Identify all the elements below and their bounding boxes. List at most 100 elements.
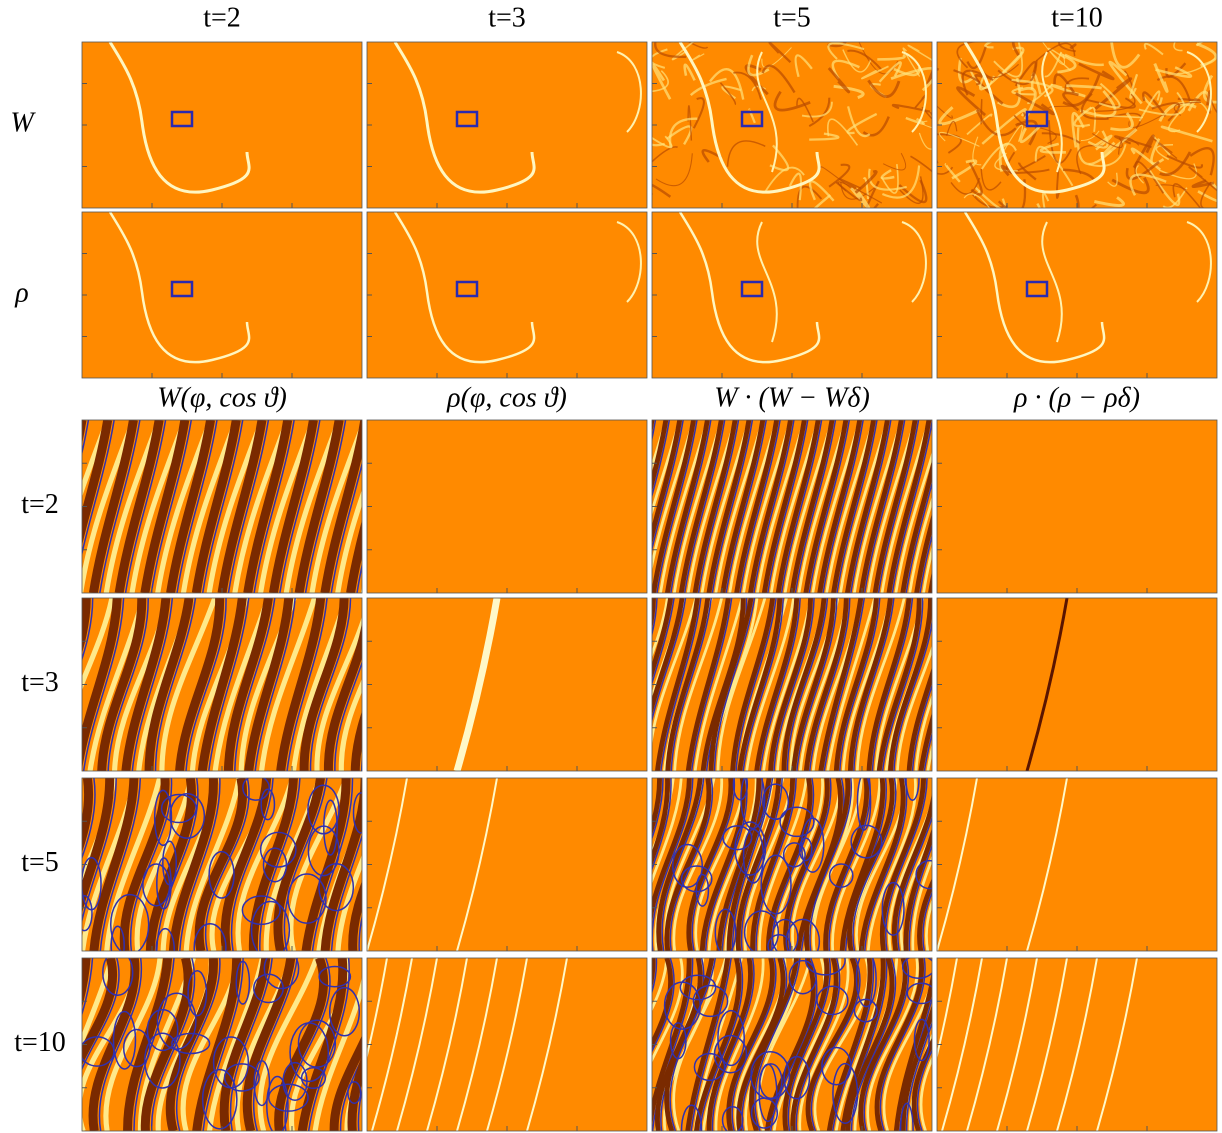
contour	[679, 974, 717, 1001]
contour	[144, 1032, 181, 1089]
contour	[836, 420, 878, 593]
texture	[692, 97, 705, 129]
texture	[1200, 181, 1217, 208]
panel-bg	[937, 778, 1217, 951]
contour	[230, 778, 274, 951]
filament	[393, 42, 536, 194]
contour	[919, 533, 932, 593]
contour	[82, 598, 125, 771]
trough	[737, 598, 783, 771]
texture	[944, 163, 961, 183]
trough	[766, 778, 813, 951]
panel	[937, 958, 1217, 1131]
texture	[1074, 194, 1080, 208]
contour	[670, 598, 712, 771]
contour	[923, 731, 932, 771]
filament	[426, 958, 468, 1131]
trough	[678, 420, 724, 593]
texture	[1064, 77, 1090, 93]
texture	[842, 49, 872, 73]
panel	[367, 958, 647, 1131]
texture	[1073, 106, 1093, 128]
contour	[740, 778, 766, 830]
contour	[266, 1075, 289, 1131]
trough	[248, 778, 298, 951]
texture	[1159, 151, 1192, 177]
contour	[99, 420, 141, 593]
trough	[121, 598, 171, 771]
contour	[816, 985, 849, 1016]
trough	[191, 420, 241, 593]
filament	[108, 212, 251, 364]
texture	[1079, 90, 1117, 118]
contour	[850, 824, 883, 859]
trough	[858, 420, 904, 593]
texture	[966, 113, 993, 136]
texture	[1088, 143, 1127, 167]
contour	[323, 799, 338, 856]
contour	[330, 833, 362, 951]
trough	[764, 958, 816, 1131]
texture	[880, 164, 899, 194]
contour	[735, 598, 777, 771]
crest	[798, 958, 850, 1131]
contour	[656, 420, 698, 593]
contour	[253, 973, 284, 1004]
panel-bg	[652, 212, 932, 378]
contour	[690, 958, 732, 1131]
contour	[809, 778, 853, 951]
contour	[99, 778, 142, 951]
trough	[817, 420, 863, 593]
texture	[921, 120, 932, 129]
contour	[693, 1052, 726, 1082]
row-label: W	[10, 107, 36, 138]
crest	[925, 898, 932, 951]
texture	[828, 163, 851, 188]
texture	[1155, 144, 1174, 161]
contour	[150, 420, 193, 593]
contour	[683, 420, 726, 593]
contour	[155, 927, 176, 951]
contour	[669, 778, 714, 951]
crest	[714, 958, 765, 1131]
texture	[1035, 42, 1076, 62]
texture	[847, 106, 871, 138]
contour	[828, 778, 871, 951]
texture	[1165, 62, 1187, 78]
texture	[898, 179, 928, 204]
contour	[660, 598, 702, 771]
panel	[82, 420, 362, 593]
filament	[1186, 221, 1212, 303]
region-box	[740, 110, 764, 128]
contour	[800, 817, 825, 873]
texture	[1017, 162, 1037, 181]
texture	[946, 121, 958, 136]
contour	[279, 420, 321, 593]
trough	[88, 420, 138, 593]
texture	[1058, 42, 1076, 53]
filament	[756, 51, 778, 173]
contour	[773, 598, 815, 771]
texture	[801, 101, 833, 118]
filament	[396, 958, 438, 1131]
trough	[734, 420, 780, 593]
contour	[669, 1022, 687, 1060]
contour	[795, 958, 841, 1131]
trough	[818, 598, 864, 771]
contour	[176, 420, 218, 593]
filament	[393, 212, 536, 364]
texture	[820, 166, 856, 192]
trough	[893, 970, 932, 1131]
crest	[335, 489, 362, 593]
trough	[900, 1004, 932, 1131]
trough	[686, 778, 734, 951]
contour	[672, 843, 704, 889]
filament	[1041, 221, 1063, 343]
crest	[758, 778, 808, 951]
trough	[219, 958, 271, 1131]
texture	[652, 70, 669, 93]
texture	[938, 106, 981, 126]
panel	[652, 42, 932, 208]
crest	[812, 778, 863, 951]
texture	[1143, 42, 1164, 56]
